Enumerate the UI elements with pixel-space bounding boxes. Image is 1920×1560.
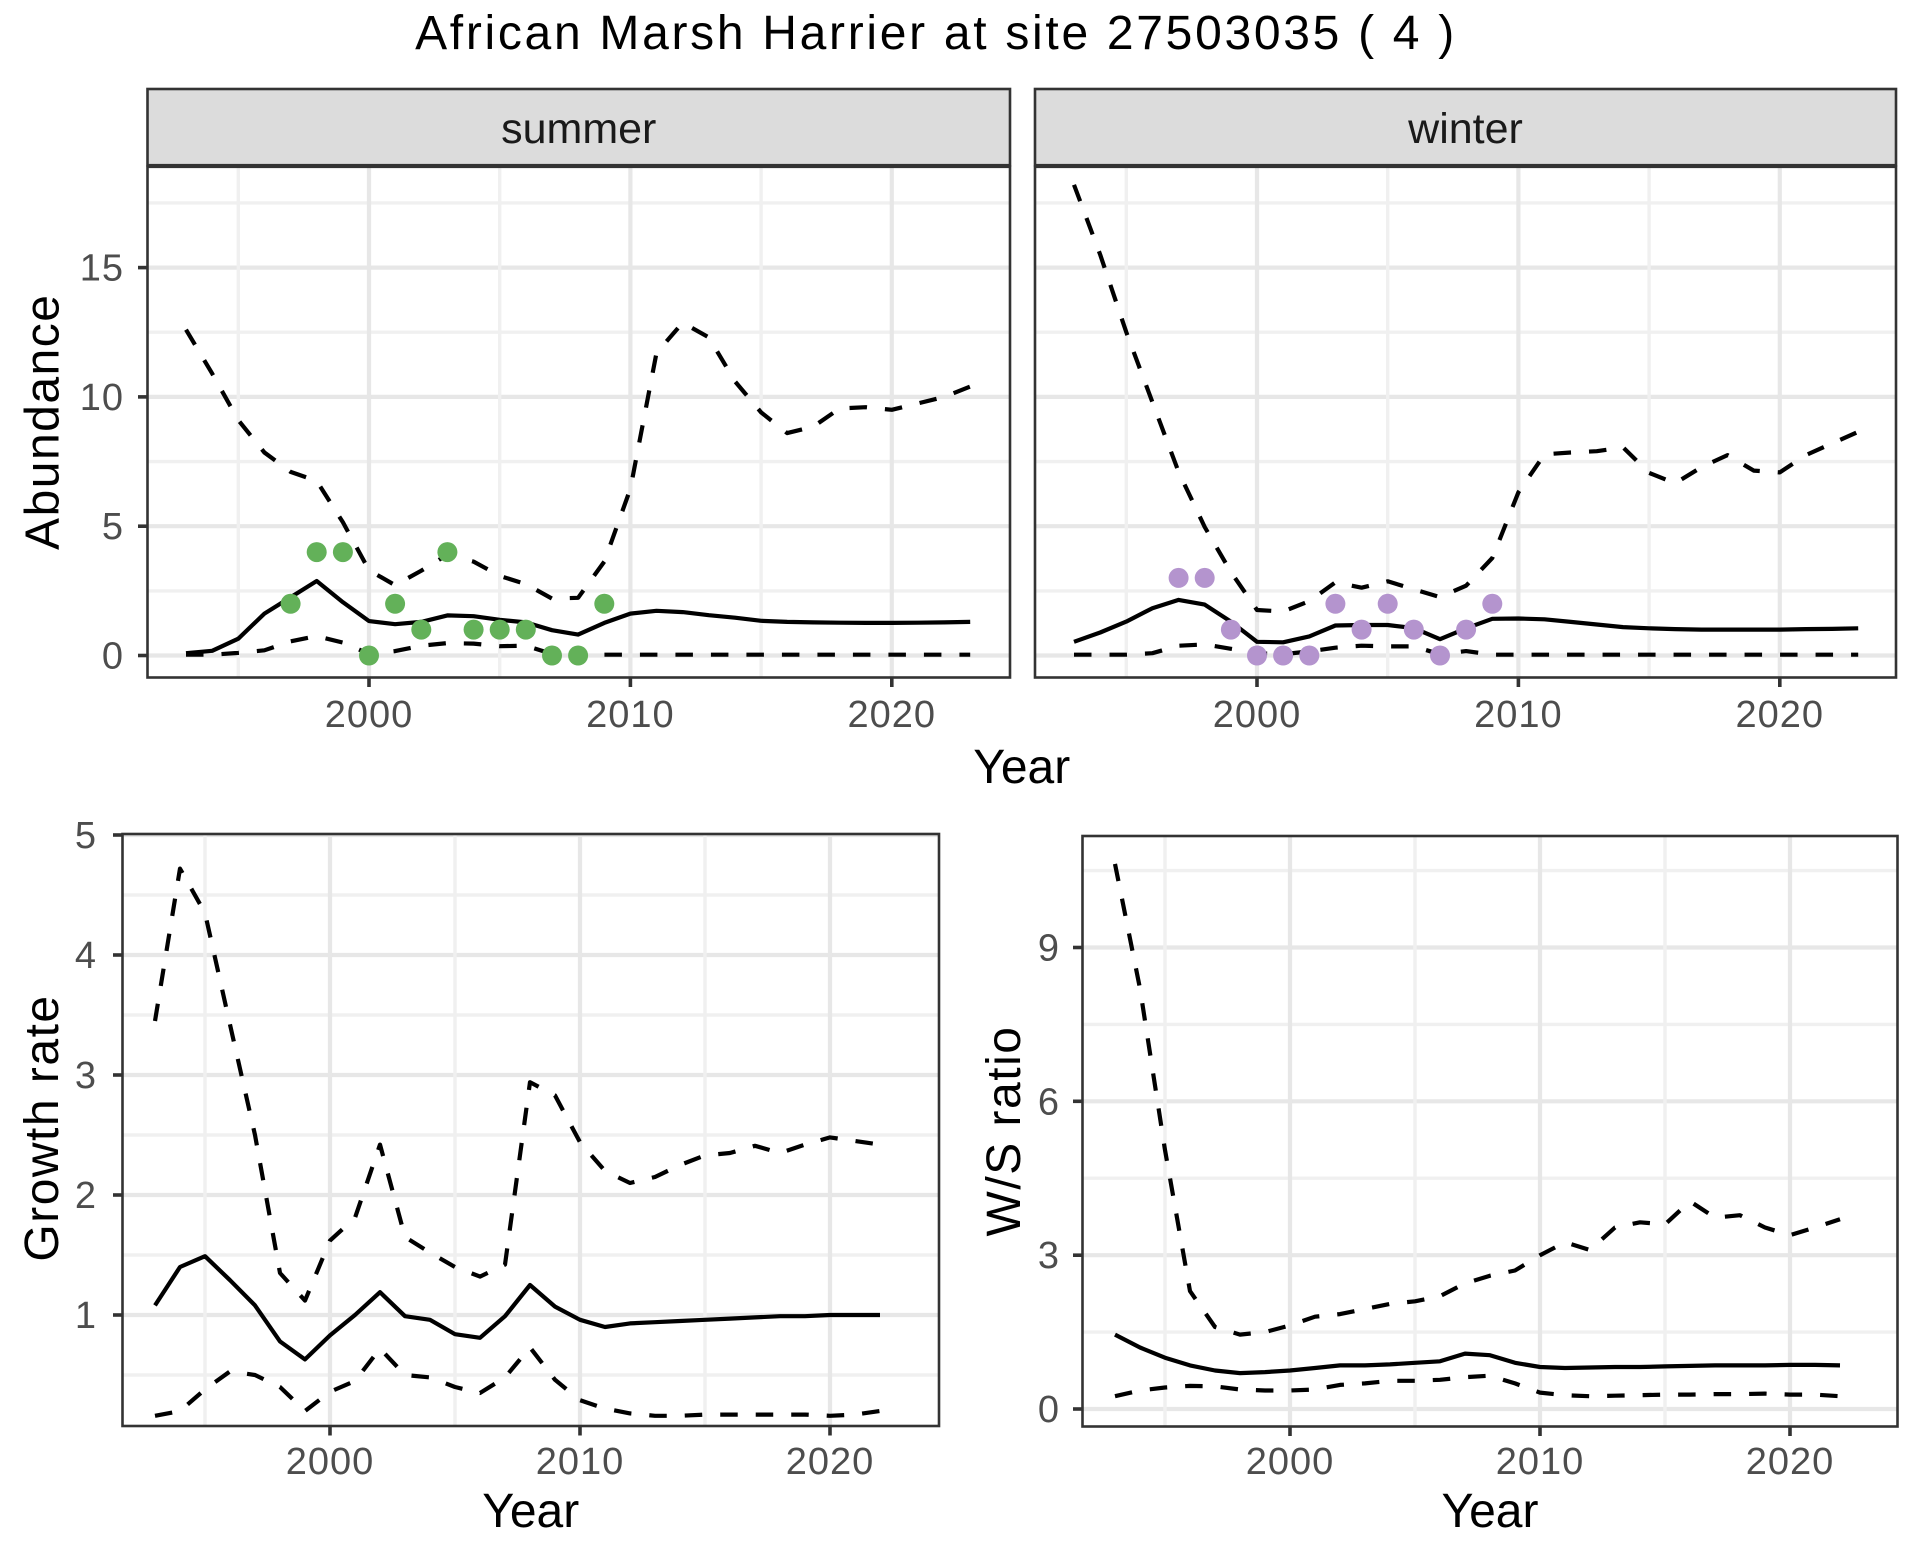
svg-text:Growth rate: Growth rate (16, 994, 69, 1261)
svg-text:0: 0 (102, 636, 124, 678)
svg-text:2000: 2000 (325, 694, 414, 736)
svg-text:2: 2 (75, 1175, 96, 1217)
svg-text:2000: 2000 (286, 1441, 375, 1483)
svg-text:0: 0 (1038, 1389, 1059, 1431)
svg-text:5: 5 (102, 506, 124, 548)
svg-text:W/S ratio: W/S ratio (978, 1026, 1031, 1237)
svg-text:2000: 2000 (1246, 1441, 1335, 1483)
svg-text:4: 4 (75, 935, 96, 977)
svg-text:Year: Year (1442, 1485, 1539, 1538)
svg-text:Year: Year (973, 741, 1070, 794)
svg-text:2020: 2020 (1746, 1441, 1835, 1483)
svg-text:2020: 2020 (786, 1441, 875, 1483)
svg-text:1: 1 (75, 1295, 96, 1337)
svg-text:9: 9 (1038, 928, 1059, 970)
svg-text:2020: 2020 (1736, 694, 1825, 736)
svg-text:6: 6 (1038, 1081, 1059, 1123)
svg-text:Year: Year (482, 1485, 579, 1538)
svg-text:2010: 2010 (1496, 1441, 1585, 1483)
svg-text:African Marsh Harrier at site: African Marsh Harrier at site 27503035 (… (415, 7, 1457, 60)
svg-text:2010: 2010 (1474, 694, 1563, 736)
svg-text:5: 5 (75, 815, 96, 857)
svg-text:Abundance: Abundance (17, 294, 70, 550)
svg-text:3: 3 (1038, 1235, 1059, 1277)
svg-text:2010: 2010 (586, 694, 675, 736)
svg-text:summer: summer (501, 105, 656, 153)
svg-text:15: 15 (80, 248, 124, 290)
svg-text:10: 10 (80, 377, 124, 419)
svg-text:2020: 2020 (848, 694, 937, 736)
svg-text:3: 3 (75, 1055, 96, 1097)
svg-text:2000: 2000 (1213, 694, 1302, 736)
svg-text:winter: winter (1407, 105, 1523, 153)
svg-text:2010: 2010 (536, 1441, 625, 1483)
